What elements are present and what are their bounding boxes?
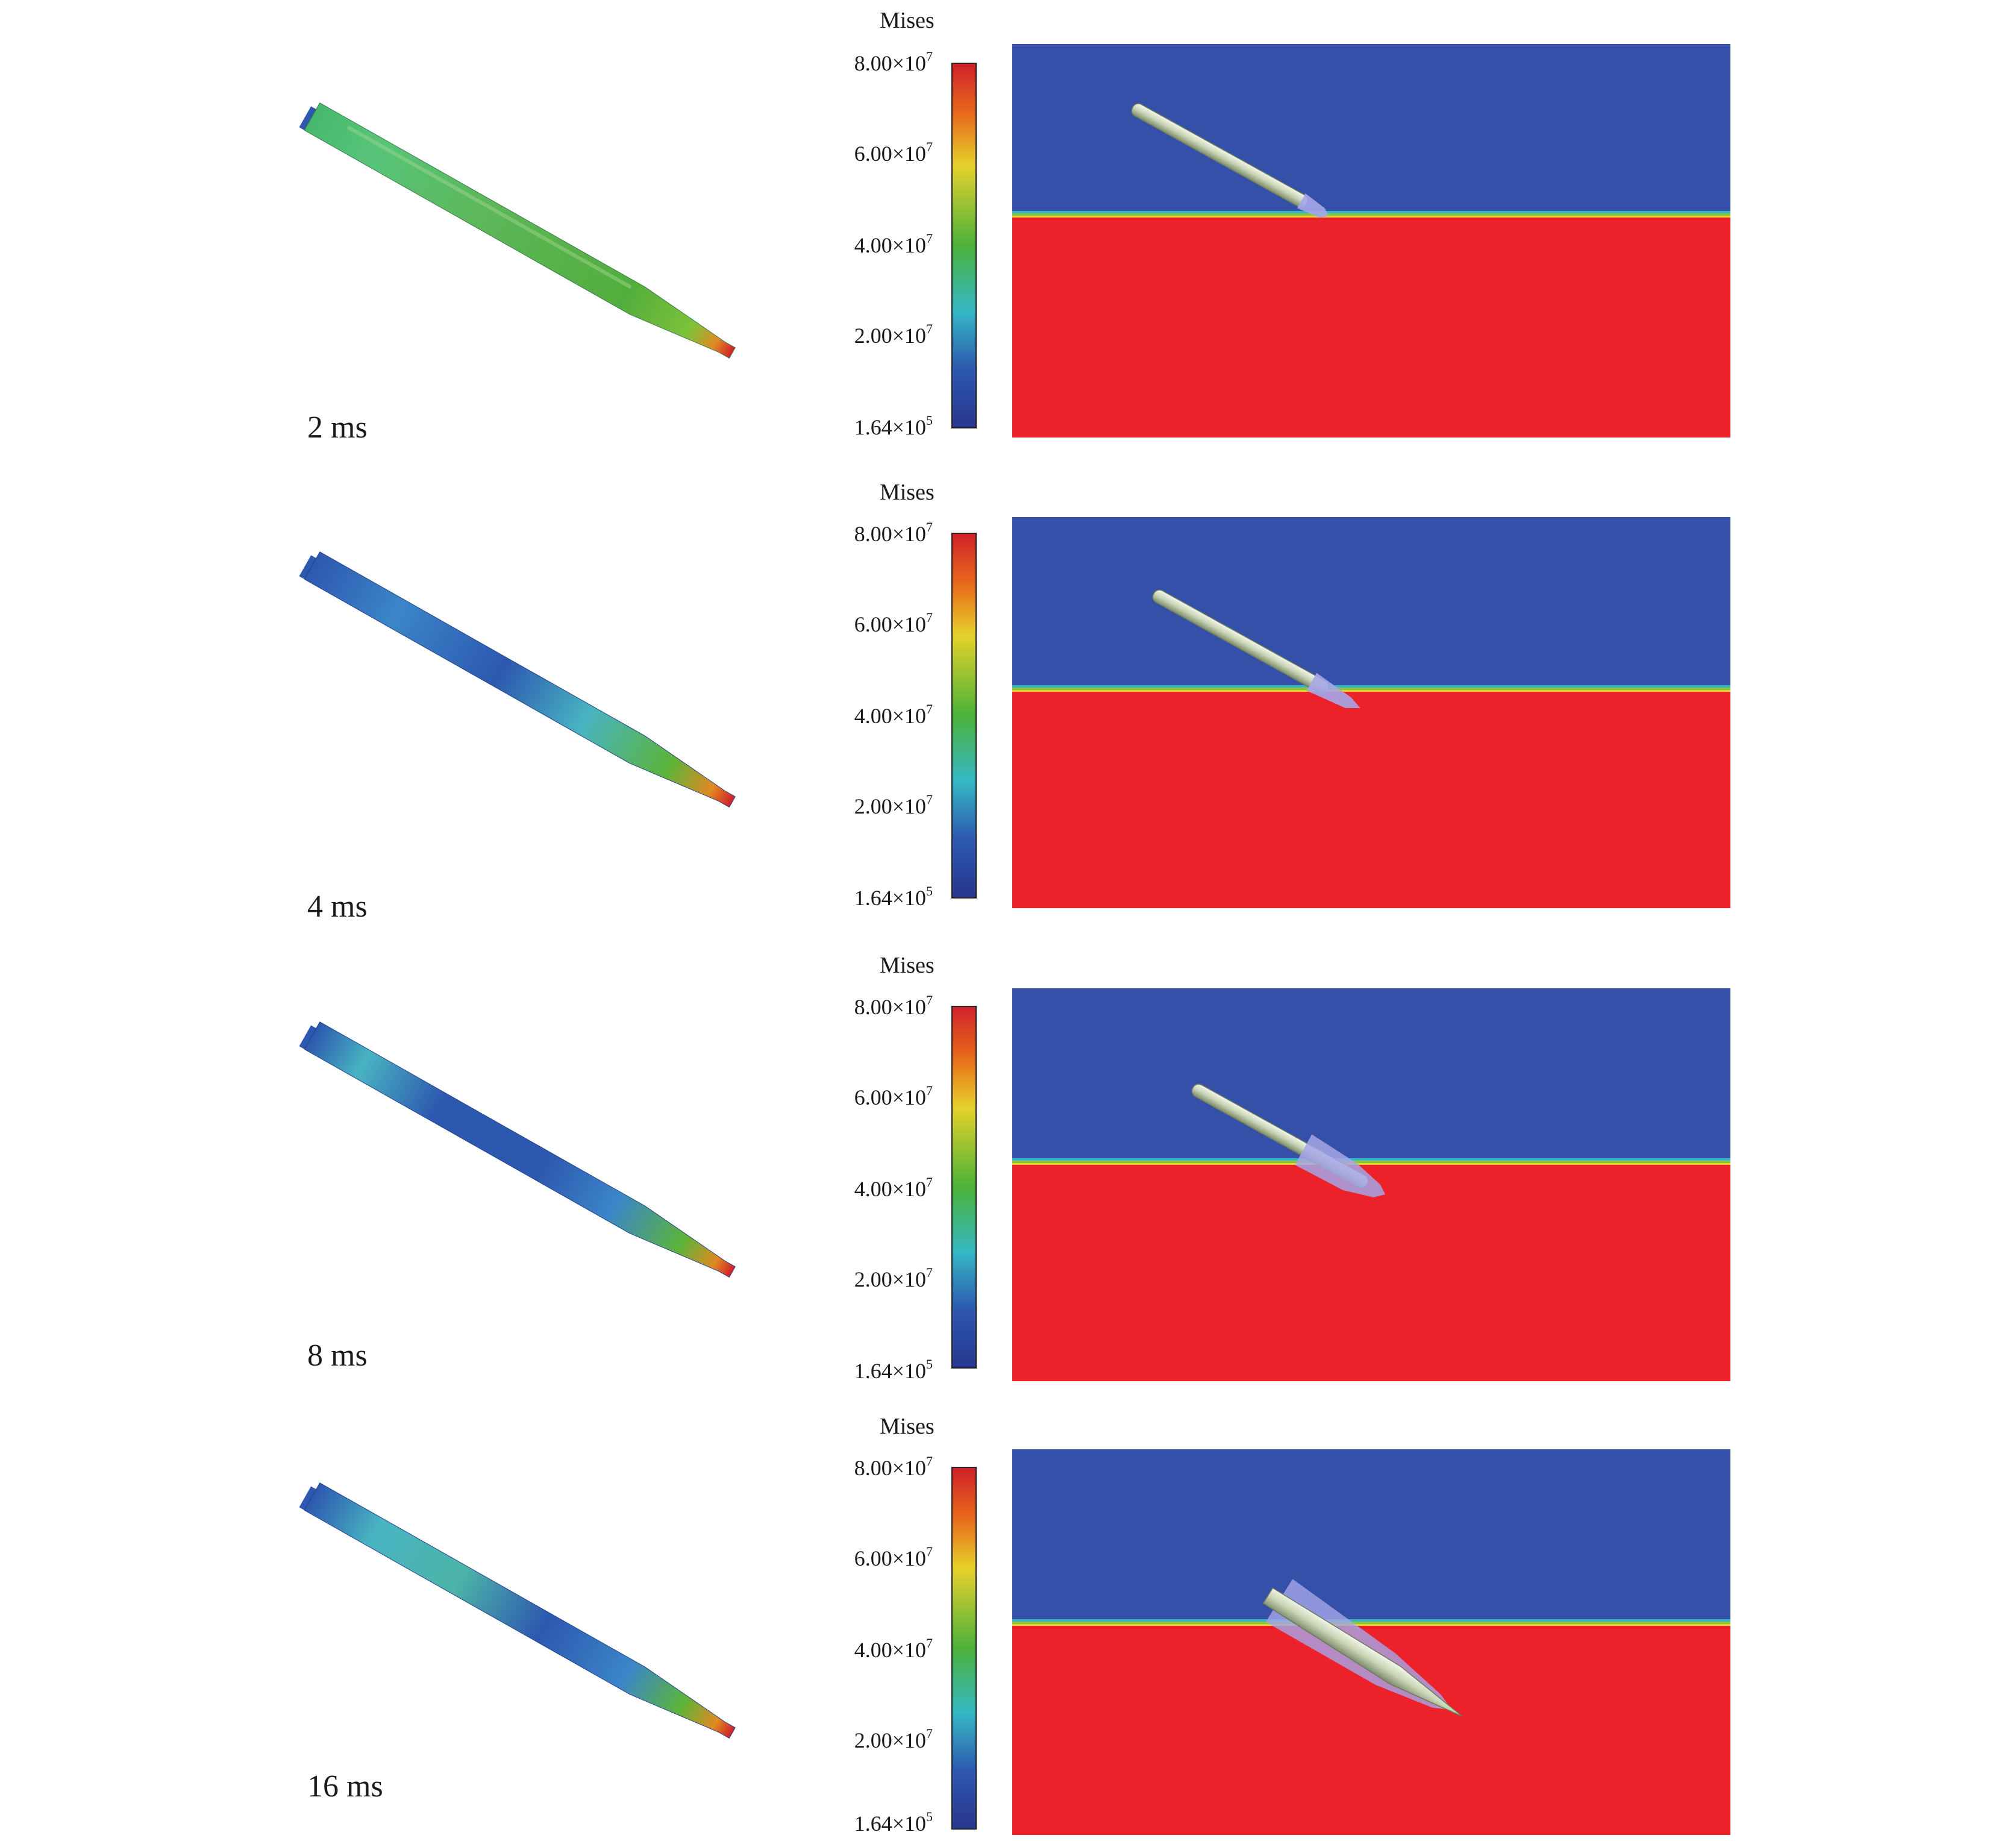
time-label: 4 ms — [307, 889, 368, 924]
fluid-domain — [1012, 44, 1730, 438]
colorbar-tick: 6.00×107 — [854, 139, 933, 166]
colorbar-tick: 4.00×107 — [854, 701, 933, 729]
time-label: 2 ms — [307, 410, 368, 445]
colorbar — [951, 533, 977, 899]
colorbar — [951, 1006, 977, 1369]
projectile-3d — [1131, 103, 1329, 218]
frame-row: 16 ms Mises 8.00×107 6.00×107 4.00×107 2… — [0, 1407, 2016, 1841]
projectile-stress-view — [299, 1449, 1730, 1835]
colorbar-tick: 2.00×107 — [854, 1265, 933, 1292]
colorbar-tick: 4.00×107 — [854, 1636, 933, 1663]
colorbar-tick: 6.00×107 — [854, 1544, 933, 1571]
colorbar-tick: 4.00×107 — [854, 231, 933, 258]
projectile-stress-view — [299, 988, 1730, 1381]
projectile-3d — [1152, 589, 1360, 709]
frame-row: 8 ms Mises 8.00×107 6.00×107 4.00×107 2.… — [0, 946, 2016, 1416]
colorbar-tick: 1.64×105 — [854, 1809, 933, 1836]
colorbar-title: Mises — [880, 953, 934, 978]
projectile-3d — [1262, 1579, 1463, 1717]
fluid-domain — [1012, 517, 1730, 908]
colorbar-tick: 6.00×107 — [854, 1083, 933, 1110]
projectile-3d — [1191, 1084, 1386, 1197]
frame-row: 4 ms Mises 8.00×107 6.00×107 4.00×107 2.… — [0, 473, 2016, 943]
colorbar-title: Mises — [880, 480, 934, 505]
colorbar-tick: 2.00×107 — [854, 792, 933, 819]
colorbar-tick: 6.00×107 — [854, 610, 933, 637]
colorbar-title: Mises — [880, 8, 934, 33]
time-label: 8 ms — [307, 1338, 368, 1373]
colorbar-tick: 8.00×107 — [854, 1454, 933, 1481]
colorbar-tick: 4.00×107 — [854, 1175, 933, 1202]
projectile-model — [299, 1021, 736, 1278]
fluid-domain — [1012, 1449, 1730, 1835]
colorbar — [951, 1467, 977, 1830]
colorbar-tick: 8.00×107 — [854, 519, 933, 547]
colorbar-tick: 1.64×105 — [854, 1356, 933, 1384]
colorbar-tick: 1.64×105 — [854, 413, 933, 440]
fluid-domain — [1012, 988, 1730, 1381]
projectile-model — [299, 1482, 736, 1739]
time-label: 16 ms — [307, 1769, 383, 1804]
colorbar-tick: 2.00×107 — [854, 1726, 933, 1753]
colorbar-tick: 8.00×107 — [854, 993, 933, 1020]
frame-row: 2 ms Mises 8.00×107 6.00×107 4.00×107 2.… — [0, 0, 2016, 470]
colorbar-tick: 8.00×107 — [854, 49, 933, 76]
projectile-stress-view — [299, 44, 1730, 438]
projectile-stress-view — [299, 517, 1730, 908]
colorbar — [951, 63, 977, 428]
projectile-model — [299, 551, 736, 808]
colorbar-tick: 2.00×107 — [854, 321, 933, 348]
colorbar-tick: 1.64×105 — [854, 883, 933, 911]
projectile-model — [299, 102, 736, 359]
colorbar-title: Mises — [880, 1414, 934, 1439]
